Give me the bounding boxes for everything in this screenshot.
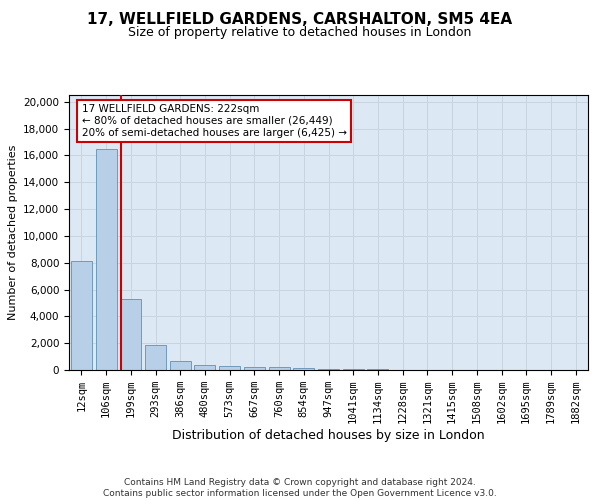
Bar xyxy=(95,148,116,370)
Text: Size of property relative to detached houses in London: Size of property relative to detached ho… xyxy=(128,26,472,39)
Y-axis label: Number of detached properties: Number of detached properties xyxy=(8,145,17,320)
Bar xyxy=(343,369,364,370)
Bar xyxy=(170,360,191,370)
Bar xyxy=(269,368,290,370)
X-axis label: Distribution of detached houses by size in London: Distribution of detached houses by size … xyxy=(172,429,485,442)
Bar xyxy=(244,367,265,370)
Bar xyxy=(71,262,92,370)
Text: Contains HM Land Registry data © Crown copyright and database right 2024.
Contai: Contains HM Land Registry data © Crown c… xyxy=(103,478,497,498)
Bar xyxy=(293,368,314,370)
Bar xyxy=(318,369,339,370)
Bar xyxy=(219,366,240,370)
Bar xyxy=(145,345,166,370)
Text: 17 WELLFIELD GARDENS: 222sqm
← 80% of detached houses are smaller (26,449)
20% o: 17 WELLFIELD GARDENS: 222sqm ← 80% of de… xyxy=(82,104,347,138)
Text: 17, WELLFIELD GARDENS, CARSHALTON, SM5 4EA: 17, WELLFIELD GARDENS, CARSHALTON, SM5 4… xyxy=(88,12,512,28)
Bar xyxy=(120,299,141,370)
Bar xyxy=(194,365,215,370)
